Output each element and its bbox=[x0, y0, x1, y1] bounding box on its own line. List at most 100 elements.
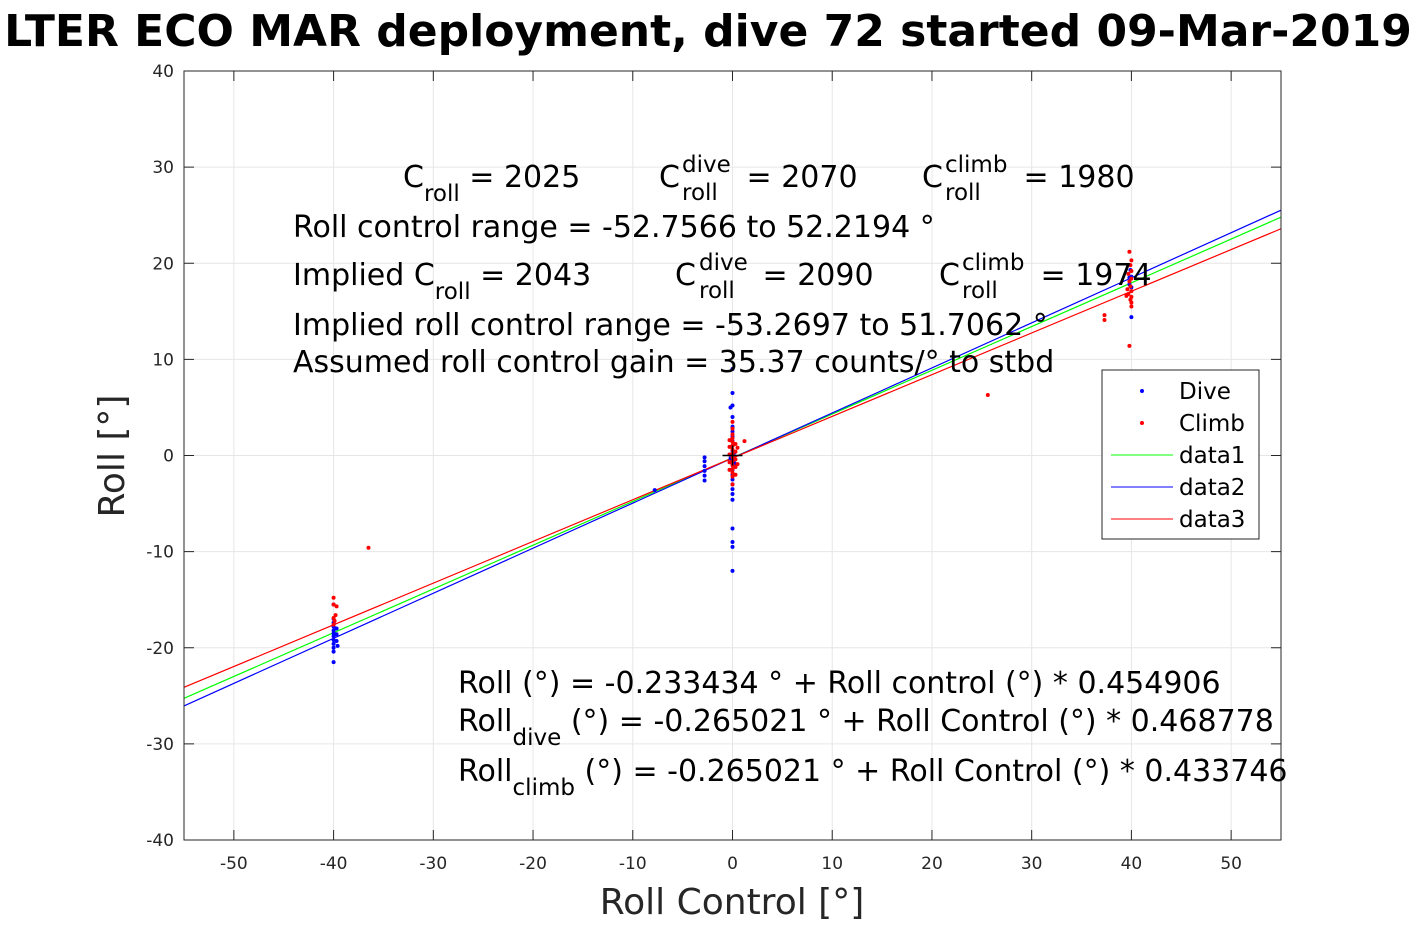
point-climb bbox=[1129, 258, 1134, 263]
point-climb bbox=[730, 482, 735, 487]
legend-label-dive: Dive bbox=[1179, 379, 1231, 405]
point-dive bbox=[334, 626, 339, 631]
point-climb bbox=[334, 604, 339, 609]
y-tick-label: 0 bbox=[163, 447, 174, 467]
y-tick-label: -40 bbox=[146, 831, 174, 851]
annotation-c-roll-climb: Cclimb roll = 1980 bbox=[922, 152, 1135, 206]
point-dive bbox=[702, 473, 707, 478]
point-climb bbox=[333, 613, 338, 618]
point-climb bbox=[735, 462, 740, 467]
point-climb bbox=[1127, 249, 1132, 254]
x-tick-label: -30 bbox=[419, 854, 447, 874]
point-dive bbox=[334, 632, 339, 637]
annotation-fit-dive: Rolldive (°) = -0.265021 ° + Roll Contro… bbox=[458, 704, 1274, 751]
x-axis-label: Roll Control [°] bbox=[600, 882, 865, 923]
axis-ticks: -50 -40 -30 -20 -10 0 10 20 30 40 50 -40 -30 -20 -10 0 1… bbox=[146, 62, 1281, 874]
point-climb bbox=[730, 440, 735, 445]
point-dive bbox=[730, 544, 735, 549]
annotation-c-roll-dive: Cdive roll = 2070 bbox=[659, 152, 858, 206]
point-dive bbox=[702, 468, 707, 473]
x-tick-label: -10 bbox=[619, 854, 647, 874]
point-dive bbox=[702, 455, 707, 460]
point-climb bbox=[1127, 279, 1132, 284]
annotation-fit-climb: Rollclimb (°) = -0.265021 ° + Roll Contr… bbox=[458, 754, 1288, 801]
annotation-gain: Assumed roll control gain = 35.37 counts… bbox=[293, 345, 1054, 380]
point-climb bbox=[1128, 263, 1133, 268]
point-climb bbox=[366, 545, 371, 550]
point-climb bbox=[1127, 343, 1132, 348]
annotation-box-top: Croll = 2025 Cdive roll = 2070 Cclimb roll… bbox=[293, 152, 1152, 380]
x-tick-label: 20 bbox=[921, 854, 943, 874]
point-dive bbox=[728, 405, 733, 410]
data-points bbox=[331, 249, 1134, 665]
point-climb bbox=[730, 426, 735, 431]
legend-label-data1: data1 bbox=[1179, 443, 1245, 469]
point-climb bbox=[733, 457, 738, 462]
point-climb bbox=[331, 622, 336, 627]
point-climb bbox=[730, 419, 735, 424]
point-climb bbox=[1129, 304, 1134, 309]
point-climb bbox=[332, 618, 337, 623]
legend-marker-dive bbox=[1140, 389, 1144, 393]
y-tick-label: 30 bbox=[152, 158, 174, 178]
point-climb bbox=[985, 392, 990, 397]
point-dive bbox=[730, 391, 735, 396]
x-tick-label: 30 bbox=[1021, 854, 1043, 874]
point-climb bbox=[1102, 317, 1107, 322]
point-dive bbox=[331, 649, 336, 654]
point-climb bbox=[733, 465, 738, 470]
point-dive bbox=[652, 488, 657, 493]
point-dive bbox=[730, 415, 735, 420]
annotation-implied-c-roll-climb: Cclimb roll = 1974 bbox=[939, 250, 1152, 304]
y-tick-label: 10 bbox=[152, 350, 174, 370]
point-climb bbox=[727, 438, 732, 443]
point-climb bbox=[1124, 293, 1129, 298]
point-dive bbox=[331, 628, 336, 633]
point-climb bbox=[735, 445, 740, 450]
point-climb bbox=[1125, 287, 1130, 292]
point-climb bbox=[730, 436, 735, 441]
chart-title: LTER ECO MAR deployment, dive 72 started… bbox=[4, 6, 1412, 57]
x-tick-label: 0 bbox=[727, 854, 738, 874]
annotation-roll-control-range: Roll control range = -52.7566 to 52.2194… bbox=[293, 210, 935, 245]
annotation-implied-c-roll: Implied Croll = 2043 bbox=[293, 258, 591, 305]
point-dive bbox=[730, 487, 735, 492]
annotation-implied-range: Implied roll control range = -53.2697 to… bbox=[293, 308, 1048, 343]
legend-label-data3: data3 bbox=[1179, 507, 1245, 533]
point-climb bbox=[733, 472, 738, 477]
point-climb bbox=[1129, 289, 1134, 294]
point-dive bbox=[335, 643, 340, 648]
point-dive bbox=[331, 660, 336, 665]
x-tick-label: -20 bbox=[519, 854, 547, 874]
y-tick-label: 20 bbox=[152, 254, 174, 274]
legend: Dive Climb data1 data2 data3 bbox=[1101, 369, 1260, 540]
point-dive bbox=[331, 634, 336, 639]
point-dive bbox=[730, 540, 735, 545]
point-dive bbox=[331, 645, 336, 650]
legend-label-climb: Climb bbox=[1179, 411, 1245, 437]
point-dive bbox=[730, 366, 735, 371]
y-tick-label: 40 bbox=[152, 62, 174, 82]
point-climb bbox=[331, 602, 336, 607]
point-climb bbox=[1129, 300, 1134, 305]
y-tick-label: -30 bbox=[146, 735, 174, 755]
point-dive bbox=[702, 478, 707, 483]
y-axis-label: Roll [°] bbox=[92, 395, 133, 518]
point-climb bbox=[730, 470, 735, 475]
point-dive bbox=[730, 477, 735, 482]
x-tick-label: 10 bbox=[821, 854, 843, 874]
point-dive bbox=[730, 568, 735, 573]
x-tick-label: -40 bbox=[320, 854, 348, 874]
legend-label-data2: data2 bbox=[1179, 475, 1245, 501]
point-dive bbox=[730, 491, 735, 496]
annotation-fit-all: Roll (°) = -0.233434 ° + Roll control (°… bbox=[458, 666, 1221, 701]
point-dive bbox=[702, 464, 707, 469]
point-dive bbox=[730, 497, 735, 502]
point-dive bbox=[730, 526, 735, 531]
y-tick-label: -10 bbox=[146, 543, 174, 563]
point-climb bbox=[730, 432, 735, 437]
point-dive bbox=[702, 459, 707, 464]
point-dive bbox=[730, 429, 735, 434]
